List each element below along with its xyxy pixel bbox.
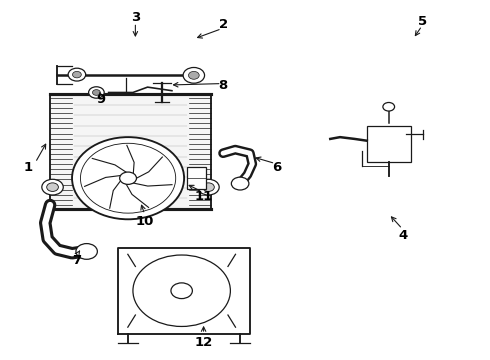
Text: 5: 5 <box>418 14 427 27</box>
Bar <box>50 94 211 208</box>
Text: 12: 12 <box>195 336 213 349</box>
Circle shape <box>47 183 58 192</box>
Circle shape <box>68 68 86 81</box>
Bar <box>367 126 411 162</box>
Text: 8: 8 <box>219 79 228 92</box>
Bar <box>187 167 206 189</box>
Text: 4: 4 <box>399 229 408 242</box>
Text: 1: 1 <box>24 161 33 174</box>
Text: 11: 11 <box>195 190 213 203</box>
Text: 2: 2 <box>219 18 228 31</box>
Circle shape <box>383 103 394 111</box>
Circle shape <box>80 143 176 213</box>
Circle shape <box>231 177 249 190</box>
Circle shape <box>171 283 193 298</box>
Circle shape <box>189 71 199 79</box>
Text: 6: 6 <box>272 161 281 174</box>
Text: 3: 3 <box>131 11 140 24</box>
Circle shape <box>183 67 204 83</box>
Circle shape <box>76 244 98 259</box>
Circle shape <box>120 172 137 184</box>
Circle shape <box>202 183 214 192</box>
Circle shape <box>73 71 81 78</box>
Text: 7: 7 <box>73 254 81 267</box>
Text: 9: 9 <box>97 93 106 106</box>
Circle shape <box>42 179 63 195</box>
Text: 10: 10 <box>136 215 154 228</box>
Circle shape <box>89 87 104 98</box>
Circle shape <box>133 255 230 327</box>
Circle shape <box>93 90 100 95</box>
Circle shape <box>72 137 184 219</box>
Circle shape <box>198 179 219 195</box>
